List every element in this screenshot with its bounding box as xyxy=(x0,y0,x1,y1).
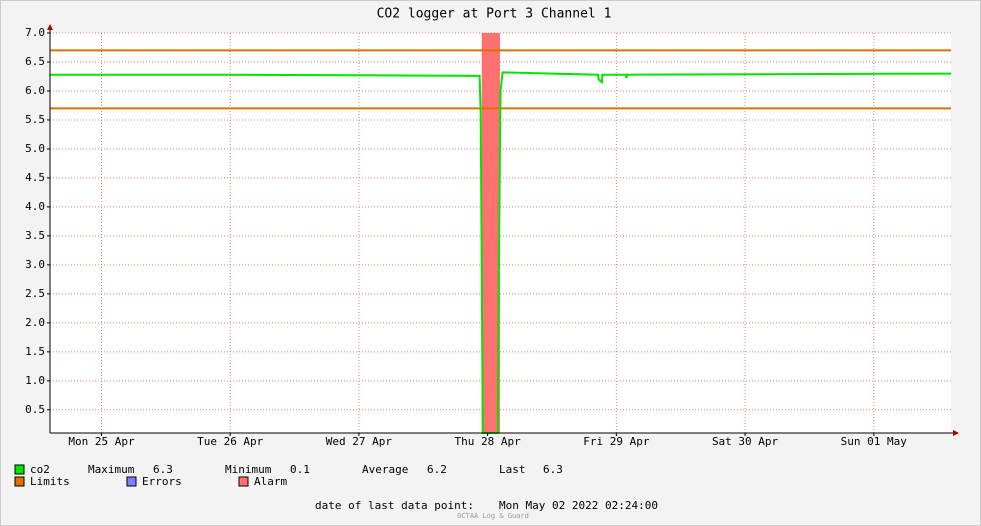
y-arrow xyxy=(47,24,53,30)
stat-label: Maximum xyxy=(88,463,135,476)
x-tick-label: Fri 29 Apr xyxy=(583,435,650,448)
watermark: OCTAA Log & Guard xyxy=(457,512,529,520)
y-tick-label: 4.0 xyxy=(25,200,45,213)
y-tick-label: 3.0 xyxy=(25,258,45,271)
x-tick-label: Wed 27 Apr xyxy=(326,435,393,448)
x-tick-label: Thu 28 Apr xyxy=(455,435,522,448)
footer-label: date of last data point: xyxy=(315,499,474,512)
y-tick-label: 5.0 xyxy=(25,142,45,155)
legend-swatch xyxy=(14,476,25,487)
stat-label: Minimum xyxy=(225,463,272,476)
x-tick-label: Tue 26 Apr xyxy=(197,435,264,448)
y-tick-label: 7.0 xyxy=(25,26,45,39)
stat-value: 6.3 xyxy=(153,463,173,476)
legend-swatch xyxy=(14,464,25,475)
y-tick-label: 0.5 xyxy=(25,403,45,416)
y-tick-label: 2.5 xyxy=(25,287,45,300)
y-tick-label: 3.5 xyxy=(25,229,45,242)
y-tick-label: 1.0 xyxy=(25,374,45,387)
legend-label: Alarm xyxy=(254,475,287,488)
legend-label: co2 xyxy=(30,463,50,476)
stat-label: Last xyxy=(499,463,526,476)
stat-label: Average xyxy=(362,463,408,476)
stat-value: 0.1 xyxy=(290,463,310,476)
chart-title: CO2 logger at Port 3 Channel 1 xyxy=(377,7,612,22)
stat-value: 6.2 xyxy=(427,463,447,476)
y-tick-label: 4.5 xyxy=(25,171,45,184)
y-tick-label: 6.5 xyxy=(25,55,45,68)
plot-layer xyxy=(50,32,952,434)
y-tick-label: 5.5 xyxy=(25,113,45,126)
legend-swatch xyxy=(238,476,249,487)
legend-label: Limits xyxy=(30,475,70,488)
y-tick-label: 6.0 xyxy=(25,84,45,97)
x-arrow xyxy=(953,430,959,436)
series-line xyxy=(50,71,952,434)
x-tick-label: Sun 01 May xyxy=(841,435,908,448)
y-tick-label: 2.0 xyxy=(25,316,45,329)
alarm-region xyxy=(481,33,500,433)
x-tick-label: Mon 25 Apr xyxy=(68,435,135,448)
stat-value: 6.3 xyxy=(543,463,563,476)
legend-label: Errors xyxy=(142,475,182,488)
x-tick-label: Sat 30 Apr xyxy=(712,435,779,448)
footer-value: Mon May 02 2022 02:24:00 xyxy=(499,499,658,512)
y-tick-label: 1.5 xyxy=(25,345,45,358)
legend-swatch xyxy=(126,476,137,487)
